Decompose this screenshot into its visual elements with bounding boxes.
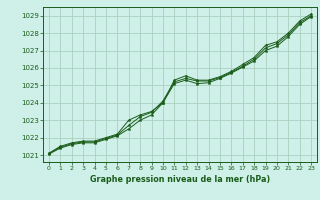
X-axis label: Graphe pression niveau de la mer (hPa): Graphe pression niveau de la mer (hPa) (90, 175, 270, 184)
